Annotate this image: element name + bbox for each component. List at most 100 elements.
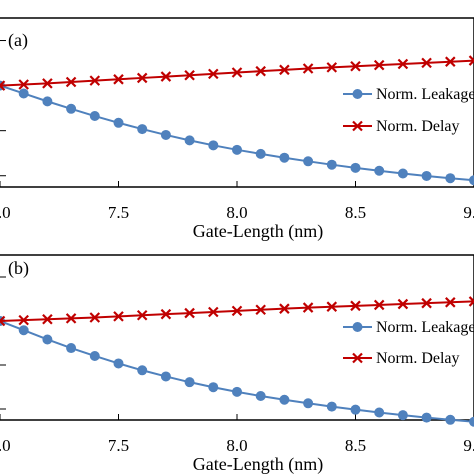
data-point-stroke bbox=[468, 299, 474, 307]
legend-label: Norm. Leakage bbox=[376, 86, 474, 103]
data-point-stroke bbox=[397, 298, 409, 310]
data-point bbox=[303, 398, 314, 409]
data-point-stroke bbox=[445, 56, 456, 67]
data-point bbox=[208, 68, 219, 80]
legend-entry: Norm. Leakage bbox=[343, 86, 474, 103]
data-point bbox=[350, 162, 361, 173]
data-point bbox=[445, 414, 456, 425]
data-point-stroke bbox=[0, 84, 6, 91]
data-point bbox=[208, 306, 219, 318]
data-point-stroke bbox=[0, 319, 6, 327]
data-point bbox=[208, 140, 219, 151]
data-point-stroke bbox=[468, 55, 474, 63]
data-point bbox=[42, 313, 53, 325]
x-tick-label: 7.5 bbox=[108, 203, 129, 222]
data-point-stroke bbox=[279, 64, 290, 76]
data-point bbox=[42, 78, 53, 89]
data-point bbox=[113, 311, 124, 322]
data-point bbox=[89, 350, 100, 361]
chart-panel: 7.0 7.5 8.0 8.5 9.0 Gate-Length (nm) (a) Norm. … bbox=[0, 17, 474, 242]
data-point-stroke bbox=[113, 311, 124, 322]
data-point bbox=[302, 302, 314, 313]
data-point-stroke bbox=[65, 76, 77, 88]
data-point-stroke bbox=[326, 301, 338, 312]
data-point bbox=[374, 165, 385, 176]
data-point bbox=[232, 386, 242, 397]
data-point bbox=[66, 343, 77, 354]
data-point bbox=[350, 404, 361, 415]
data-point bbox=[350, 300, 361, 312]
data-point bbox=[350, 60, 361, 72]
data-point bbox=[445, 56, 456, 67]
data-point-stroke bbox=[279, 303, 290, 314]
data-point bbox=[421, 297, 432, 309]
data-point-stroke bbox=[302, 63, 314, 74]
data-point bbox=[468, 55, 474, 66]
legend-marker bbox=[352, 120, 363, 132]
data-point bbox=[279, 303, 290, 314]
panel-label: (a) bbox=[8, 30, 28, 51]
data-point bbox=[65, 76, 77, 88]
data-point-stroke bbox=[18, 79, 29, 90]
data-point-stroke bbox=[373, 299, 385, 311]
data-point bbox=[232, 144, 242, 155]
data-point bbox=[397, 58, 409, 70]
data-point-stroke bbox=[184, 69, 195, 81]
data-point bbox=[0, 80, 6, 91]
x-tick-label: 8.0 bbox=[226, 203, 247, 222]
data-point-stroke bbox=[113, 74, 124, 85]
data-point bbox=[445, 173, 456, 184]
data-point bbox=[18, 88, 29, 99]
data-point bbox=[0, 315, 6, 327]
data-point-stroke bbox=[208, 68, 219, 80]
data-point bbox=[255, 65, 266, 77]
data-point bbox=[303, 156, 314, 167]
data-point bbox=[397, 410, 408, 421]
data-point bbox=[42, 96, 53, 107]
legend-entry: Norm. Leakage bbox=[343, 319, 474, 336]
x-axis-title: Gate-Length (nm) bbox=[193, 454, 323, 474]
data-point bbox=[326, 301, 338, 312]
data-point bbox=[137, 124, 148, 135]
data-point bbox=[255, 304, 266, 316]
data-point bbox=[255, 148, 266, 159]
data-point bbox=[136, 310, 148, 321]
data-point-stroke bbox=[89, 312, 101, 323]
data-point bbox=[137, 365, 148, 376]
data-point bbox=[397, 298, 409, 310]
x-tick-label: 7.0 bbox=[0, 203, 11, 222]
data-point-stroke bbox=[136, 310, 148, 321]
data-point-stroke bbox=[42, 78, 53, 89]
data-point-stroke bbox=[42, 313, 53, 325]
data-point-stroke bbox=[255, 65, 266, 77]
data-point bbox=[374, 407, 385, 418]
legend-entry: Norm. Delay bbox=[343, 350, 460, 367]
data-point bbox=[326, 62, 338, 73]
data-point-stroke bbox=[397, 58, 409, 70]
data-point bbox=[160, 308, 172, 320]
data-point-stroke bbox=[89, 75, 101, 86]
data-point bbox=[326, 159, 337, 170]
data-point-stroke bbox=[421, 297, 432, 309]
data-point-stroke bbox=[255, 304, 266, 316]
data-point bbox=[302, 63, 314, 74]
data-point bbox=[113, 74, 124, 85]
x-tick-label: 9.0 bbox=[463, 436, 474, 455]
data-point bbox=[136, 72, 148, 84]
data-point-stroke bbox=[421, 57, 432, 69]
data-point bbox=[18, 325, 29, 336]
x-tick-label: 7.0 bbox=[0, 436, 11, 455]
data-point bbox=[279, 152, 290, 163]
x-axis-title: Gate-Length (nm) bbox=[193, 221, 323, 242]
data-point bbox=[373, 299, 385, 311]
data-point-stroke bbox=[136, 72, 148, 84]
data-point bbox=[160, 129, 171, 140]
x-tick-label: 8.0 bbox=[226, 436, 247, 455]
data-point bbox=[421, 170, 432, 181]
legend-label: Norm. Delay bbox=[376, 350, 460, 367]
data-point bbox=[89, 111, 100, 122]
data-point bbox=[468, 296, 474, 307]
data-point bbox=[397, 168, 408, 179]
data-point bbox=[421, 412, 432, 423]
